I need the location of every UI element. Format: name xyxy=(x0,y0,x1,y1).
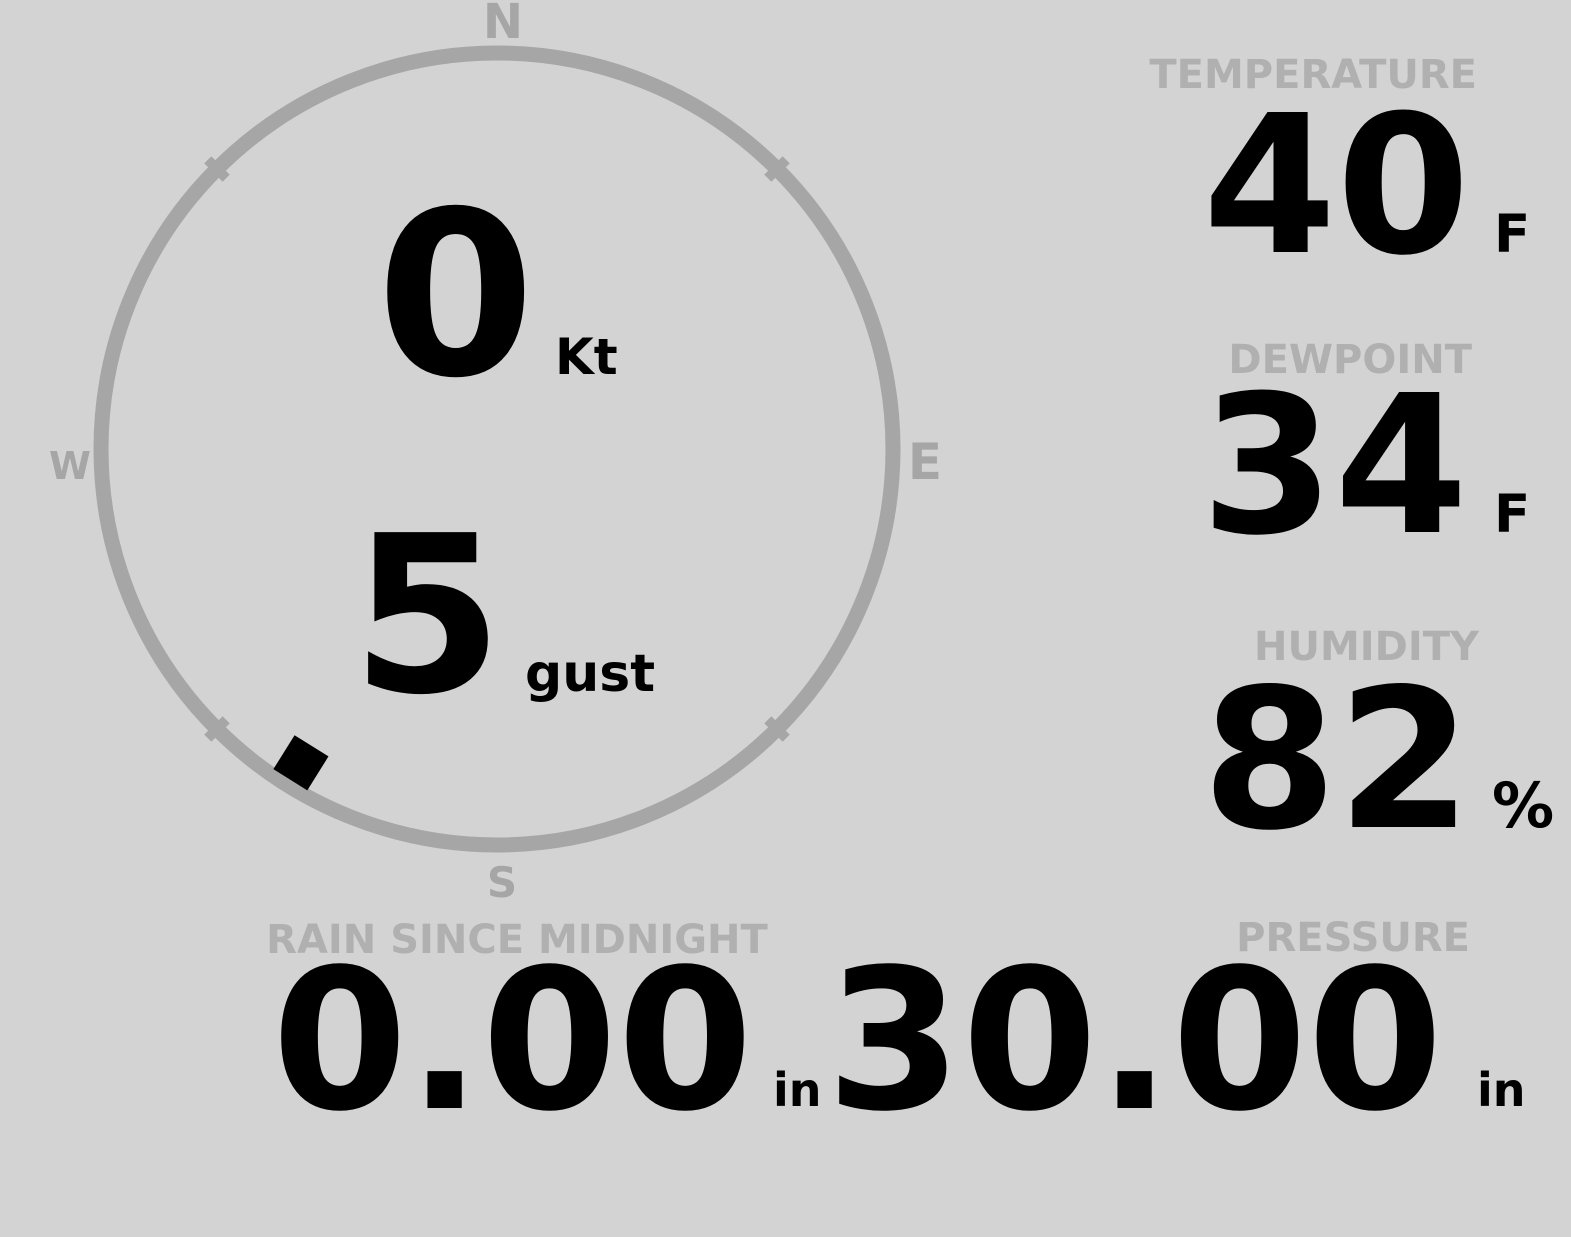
compass-tick xyxy=(204,156,230,182)
wind-direction-marker-square xyxy=(273,735,329,791)
humidity-readout: HUMIDITY 82 % xyxy=(1202,624,1554,873)
compass-label-north: N xyxy=(483,0,523,50)
temperature-readout: TEMPERATURE 40 F xyxy=(1149,52,1530,298)
rain-label: RAIN SINCE MIDNIGHT xyxy=(266,917,768,963)
dewpoint-readout: DEWPOINT 34 F xyxy=(1201,337,1530,578)
compass-label-south: S xyxy=(487,858,517,907)
rain-readout: RAIN SINCE MIDNIGHT 0.00 in xyxy=(266,917,821,1154)
wind-compass: N E S W 0 Kt 5 gust xyxy=(49,0,942,907)
rain-value: 0.00 xyxy=(272,927,753,1154)
compass-label-east: E xyxy=(908,433,942,491)
wind-gust-unit: gust xyxy=(525,644,655,704)
compass-tick xyxy=(204,716,230,742)
compass-tick xyxy=(764,156,790,182)
pressure-label: PRESSURE xyxy=(1236,915,1470,961)
wind-speed-value: 0 xyxy=(376,162,535,428)
compass-ring xyxy=(93,45,901,853)
humidity-unit: % xyxy=(1492,769,1554,842)
temperature-value: 40 xyxy=(1203,75,1470,298)
rain-unit: in xyxy=(773,1063,822,1117)
wind-speed-unit: Kt xyxy=(555,328,618,386)
wind-gust-value: 5 xyxy=(351,490,503,743)
compass-label-west: W xyxy=(49,444,91,488)
wind-direction-marker xyxy=(273,735,329,791)
dewpoint-value: 34 xyxy=(1201,355,1468,578)
pressure-readout: PRESSURE 30.00 in xyxy=(826,915,1525,1154)
temperature-unit: F xyxy=(1494,204,1530,265)
humidity-label: HUMIDITY xyxy=(1254,624,1480,670)
dewpoint-label: DEWPOINT xyxy=(1228,337,1472,383)
humidity-value: 82 xyxy=(1202,647,1472,873)
pressure-value: 30.00 xyxy=(826,927,1443,1154)
compass-intercardinal-ticks xyxy=(204,156,790,742)
temperature-label: TEMPERATURE xyxy=(1149,52,1477,98)
pressure-unit: in xyxy=(1477,1063,1526,1117)
dewpoint-unit: F xyxy=(1494,484,1530,545)
compass-tick xyxy=(764,716,790,742)
